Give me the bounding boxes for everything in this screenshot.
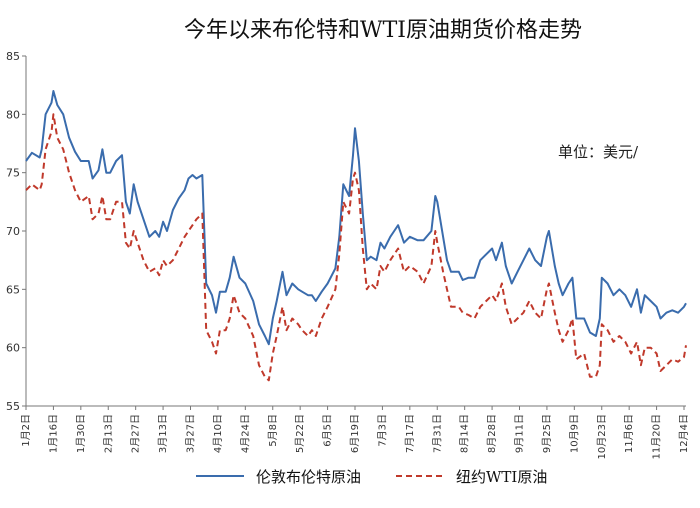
x-tick-label: 1月16日 [47,414,59,453]
x-tick-label: 4月10日 [212,414,224,453]
x-tick-label: 6月19日 [349,414,361,453]
y-tick-label: 85 [6,50,20,63]
y-tick-label: 70 [6,225,20,238]
x-tick-label: 1月2日 [20,414,32,447]
x-tick-label: 8月28日 [486,414,498,453]
axes: 55 60 65 70 75 80 85 1月2日 1月16日 1月30日 2月13日 2月27日 3月… [6,50,690,459]
legend-label-0: 伦敦布伦特原油 [256,468,361,486]
x-tick-label: 5月22日 [294,414,306,453]
series-line-1 [25,113,687,382]
x-tick-label: 11月20日 [651,414,663,459]
chart-title: 今年以来布伦特和WTI原油期货价格走势 [184,18,582,43]
y-tick-label: 65 [6,283,20,296]
y-tick-label: 60 [6,342,20,355]
x-tick-label: 7月3日 [376,414,388,447]
y-tick-label: 80 [6,108,20,121]
x-tick-label: 2月13日 [102,414,114,453]
legend: 伦敦布伦特原油 纽约WTI原油 [196,468,547,486]
series-line-0 [25,90,687,346]
legend-label-1: 纽约WTI原油 [456,468,547,486]
x-tick-label: 3月27日 [185,414,197,453]
x-tick-label: 12月4日 [678,414,690,453]
y-tick-label: 55 [6,400,20,413]
y-tick-label: 75 [6,167,20,180]
unit-label: 单位：美元/ [558,143,639,161]
x-tick-label: 4月24日 [239,414,251,453]
x-tick-label: 10月23日 [596,414,608,459]
x-tick-label: 6月5日 [322,414,334,447]
x-tick-label: 5月8日 [267,414,279,447]
x-tick-label: 3月13日 [157,414,169,453]
x-tick-label: 9月25日 [541,414,553,453]
x-tick-label: 9月11日 [514,414,526,453]
x-tick-label: 1月30日 [75,414,87,453]
x-tick-label: 2月27日 [130,414,142,453]
x-tick-label: 8月14日 [459,414,471,453]
x-tick-label: 11月6日 [623,414,635,453]
x-tick-label: 7月17日 [404,414,416,453]
x-tick-label: 10月9日 [568,414,580,453]
x-tick-label: 7月31日 [431,414,443,453]
series-lines [25,90,687,382]
